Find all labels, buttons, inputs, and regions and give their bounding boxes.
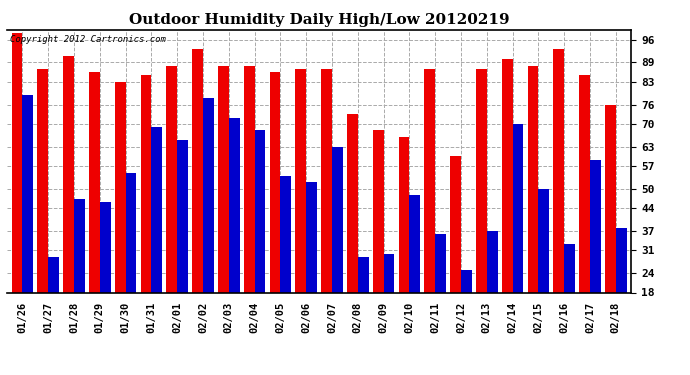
Text: Copyright 2012 Cartronics.com: Copyright 2012 Cartronics.com [10, 35, 166, 44]
Bar [166, 66, 177, 351]
Bar [37, 69, 48, 351]
Bar [229, 117, 239, 351]
Bar [590, 160, 601, 351]
Bar [48, 257, 59, 351]
Bar [270, 72, 280, 351]
Bar [564, 244, 575, 351]
Bar [513, 124, 524, 351]
Bar [502, 59, 513, 351]
Bar [605, 105, 616, 351]
Bar [177, 140, 188, 351]
Bar [616, 228, 627, 351]
Bar [476, 69, 487, 351]
Bar [115, 82, 126, 351]
Bar [321, 69, 332, 351]
Bar [218, 66, 229, 351]
Bar [461, 270, 472, 351]
Bar [295, 69, 306, 351]
Bar [424, 69, 435, 351]
Bar [399, 137, 409, 351]
Bar [203, 98, 214, 351]
Bar [487, 231, 497, 351]
Bar [306, 182, 317, 351]
Bar [100, 202, 110, 351]
Bar [538, 189, 549, 351]
Bar [141, 75, 151, 351]
Bar [193, 50, 203, 351]
Bar [409, 195, 420, 351]
Bar [553, 50, 564, 351]
Bar [74, 198, 85, 351]
Bar [255, 130, 266, 351]
Bar [126, 172, 137, 351]
Bar [435, 234, 446, 351]
Bar [12, 33, 22, 351]
Bar [22, 95, 33, 351]
Bar [373, 130, 384, 351]
Bar [332, 147, 343, 351]
Bar [151, 127, 162, 351]
Bar [347, 114, 358, 351]
Bar [358, 257, 368, 351]
Bar [528, 66, 538, 351]
Bar [244, 66, 255, 351]
Bar [384, 254, 395, 351]
Bar [63, 56, 74, 351]
Bar [89, 72, 100, 351]
Bar [280, 176, 291, 351]
Bar [450, 156, 461, 351]
Bar [579, 75, 590, 351]
Title: Outdoor Humidity Daily High/Low 20120219: Outdoor Humidity Daily High/Low 20120219 [129, 13, 509, 27]
